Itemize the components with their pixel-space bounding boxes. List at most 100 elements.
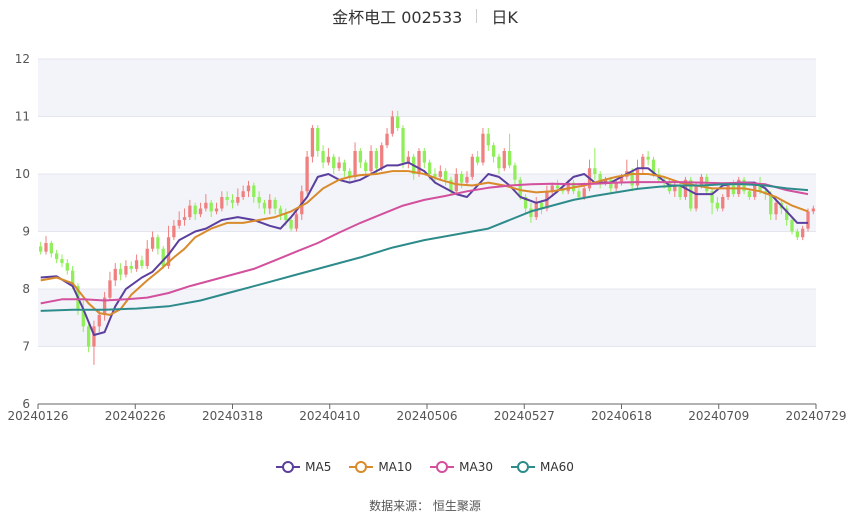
candle-body bbox=[108, 280, 112, 298]
candle-body bbox=[742, 179, 746, 192]
candle-body bbox=[278, 208, 283, 215]
candle-body bbox=[465, 176, 469, 183]
x-tick-label: 20240410 bbox=[299, 409, 360, 423]
candle-body bbox=[518, 179, 522, 197]
candle-body bbox=[49, 243, 53, 254]
candle bbox=[609, 176, 613, 195]
legend-item-ma30[interactable]: MA30 bbox=[430, 460, 493, 474]
candle-body bbox=[710, 191, 714, 203]
candle bbox=[273, 197, 277, 215]
candle bbox=[422, 148, 426, 169]
x-tick-label: 20240527 bbox=[494, 409, 555, 423]
candle-body bbox=[172, 225, 176, 238]
title-divider bbox=[476, 9, 478, 23]
candle bbox=[209, 199, 213, 218]
candle-body bbox=[428, 162, 432, 174]
candle-body bbox=[150, 237, 155, 249]
candle-body bbox=[801, 228, 805, 238]
candle-body bbox=[225, 197, 229, 200]
candle-body bbox=[70, 270, 75, 287]
candle-body bbox=[497, 156, 501, 169]
candle bbox=[246, 180, 251, 197]
candle bbox=[145, 240, 149, 269]
grid-band bbox=[38, 59, 816, 117]
candle bbox=[443, 168, 448, 186]
chart-legend: MA5 MA10 MA30 MA60 bbox=[0, 457, 850, 477]
candle-body bbox=[699, 176, 704, 186]
candle-body bbox=[54, 253, 59, 260]
candle-body bbox=[737, 179, 741, 195]
candle-body bbox=[646, 156, 650, 160]
candle-body bbox=[92, 326, 96, 347]
candle-body bbox=[193, 205, 197, 215]
candle-body bbox=[118, 268, 123, 275]
candle-body bbox=[129, 266, 133, 269]
candle bbox=[801, 225, 805, 241]
candle bbox=[390, 110, 395, 137]
candle-body bbox=[726, 185, 730, 197]
candle bbox=[177, 211, 181, 229]
legend-item-ma10[interactable]: MA10 bbox=[349, 460, 412, 474]
legend-item-ma5[interactable]: MA5 bbox=[276, 460, 331, 474]
series-line-ma60 bbox=[40, 183, 809, 312]
candle-body bbox=[289, 220, 293, 229]
candle bbox=[742, 176, 746, 195]
x-tick-label: 20240318 bbox=[202, 409, 263, 423]
candle bbox=[486, 128, 490, 151]
legend-item-ma60[interactable]: MA60 bbox=[511, 460, 574, 474]
candle bbox=[60, 254, 64, 268]
candle bbox=[454, 168, 458, 195]
candle-body bbox=[459, 174, 464, 183]
candle bbox=[465, 171, 469, 186]
candle-body bbox=[140, 260, 144, 266]
candle bbox=[86, 320, 91, 353]
x-tick-label: 20240226 bbox=[105, 409, 166, 423]
candle-body bbox=[385, 133, 389, 146]
candle bbox=[268, 194, 272, 215]
candle bbox=[513, 162, 517, 186]
candle-body bbox=[113, 268, 117, 281]
grid-band bbox=[38, 289, 816, 347]
candle-body bbox=[188, 205, 192, 218]
candle-body bbox=[593, 168, 597, 174]
y-tick-label: 11 bbox=[15, 110, 30, 124]
x-tick-label: 20240618 bbox=[591, 409, 652, 423]
candle bbox=[433, 168, 437, 183]
candle bbox=[374, 148, 379, 174]
candle-body bbox=[348, 171, 352, 177]
candle bbox=[529, 202, 533, 223]
candle bbox=[230, 194, 235, 209]
candle-body bbox=[513, 165, 517, 180]
legend-label: MA5 bbox=[305, 460, 332, 474]
candle-body bbox=[39, 246, 43, 252]
y-tick-label: 12 bbox=[15, 52, 30, 66]
period-label[interactable]: 日K bbox=[491, 8, 518, 27]
candle-body bbox=[390, 116, 395, 134]
candle-body bbox=[102, 297, 107, 315]
candle-body bbox=[246, 185, 251, 192]
candle bbox=[316, 125, 320, 157]
candle-body bbox=[523, 197, 528, 209]
candle bbox=[705, 174, 709, 195]
candle bbox=[134, 254, 139, 272]
candle-body bbox=[310, 128, 315, 157]
candle bbox=[646, 151, 650, 166]
candle-body bbox=[694, 185, 698, 209]
candle bbox=[353, 142, 357, 180]
y-tick-label: 8 bbox=[22, 282, 30, 296]
candle bbox=[310, 125, 315, 163]
candle-body bbox=[475, 156, 480, 163]
candle bbox=[481, 128, 485, 166]
candle bbox=[737, 176, 741, 197]
candle-body bbox=[507, 151, 512, 166]
candle bbox=[188, 199, 192, 220]
candle-body bbox=[209, 202, 213, 212]
x-tick-label: 20240709 bbox=[688, 409, 749, 423]
candle-body bbox=[774, 202, 778, 215]
legend-label: MA30 bbox=[459, 460, 494, 474]
candle-body bbox=[358, 151, 363, 163]
candle-body bbox=[145, 248, 149, 266]
candle bbox=[396, 110, 400, 131]
y-tick-label: 6 bbox=[22, 397, 30, 411]
candle-body bbox=[721, 197, 725, 209]
